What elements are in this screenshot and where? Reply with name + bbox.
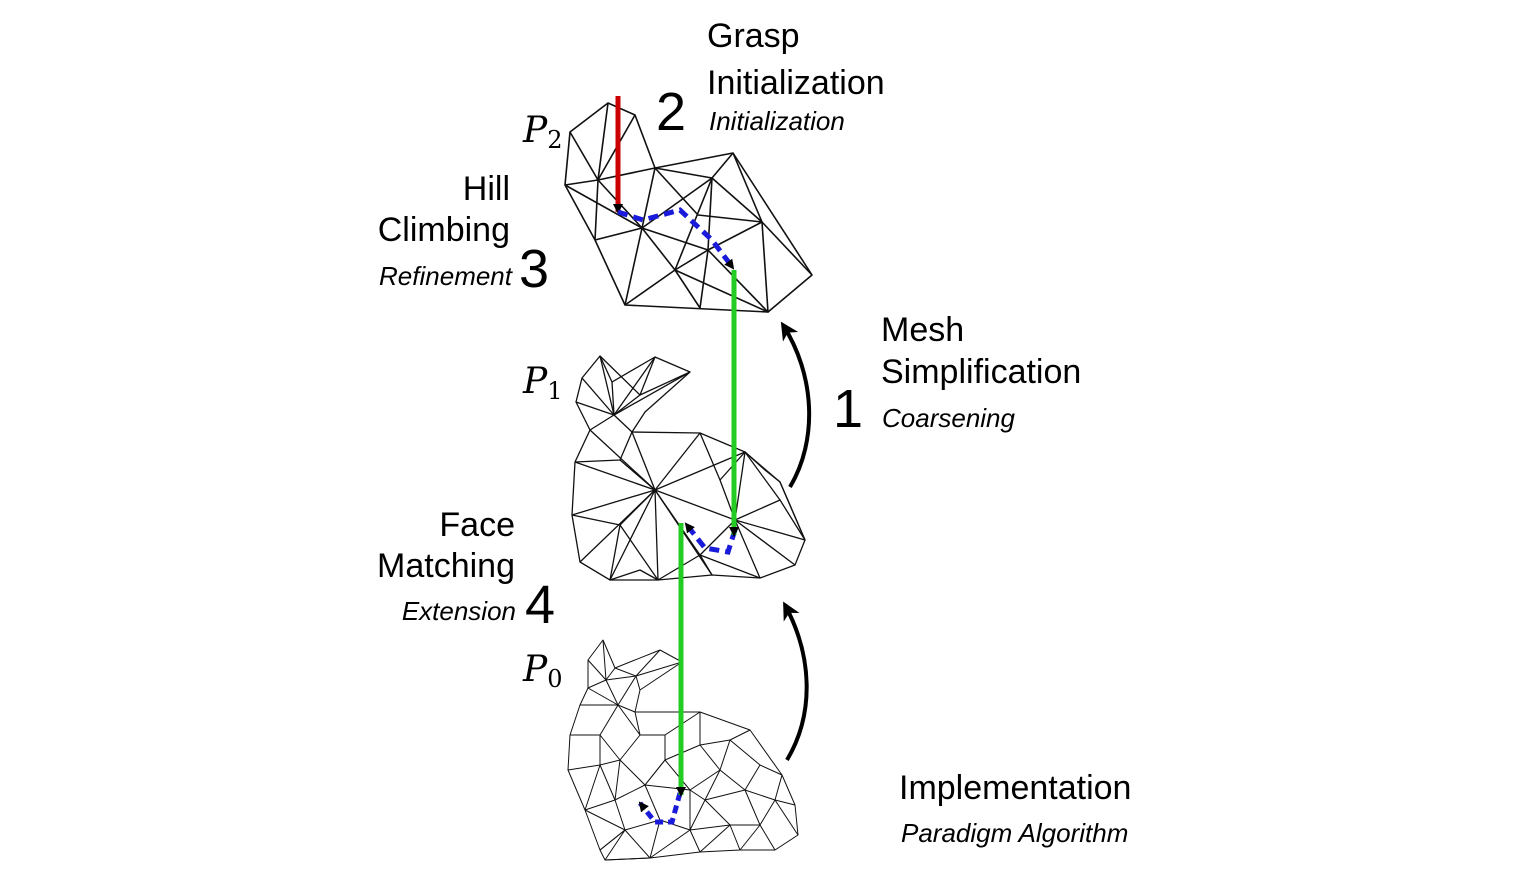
step-number-4: 4 <box>525 575 556 635</box>
hill-title-line1: Hill <box>462 170 510 208</box>
hill-climb-path-p2 <box>617 207 735 270</box>
face-title-line1: Face <box>439 506 515 544</box>
grasp-title-line1: Grasp <box>707 17 800 55</box>
mesh-title-line1: Mesh <box>881 311 965 349</box>
face-subtitle: Extension <box>401 596 516 626</box>
coarsening-arrow-lower <box>783 601 809 762</box>
medium-mesh-p1 <box>571 355 806 581</box>
hill-climb-path-p1 <box>684 522 738 555</box>
grasp-subtitle: Initialization <box>709 106 845 136</box>
step-number-3: 3 <box>519 239 550 299</box>
level-label-p2: P2 <box>523 110 563 155</box>
step-number-1: 1 <box>833 379 864 439</box>
implementation-subtitle: Paradigm Algorithm <box>901 818 1129 848</box>
coarse-mesh-p2 <box>564 102 813 313</box>
grasp-title-line2: Initialization <box>707 64 885 102</box>
level-label-p0: P0 <box>523 649 563 694</box>
mesh-subtitle: Coarsening <box>882 403 1015 433</box>
coarsening-arrow-upper <box>780 321 812 489</box>
mesh-title-line2: Simplification <box>881 353 1082 391</box>
face-title-line2: Matching <box>377 547 515 585</box>
hill-subtitle: Refinement <box>379 261 512 291</box>
level-label-p1: P1 <box>523 361 563 406</box>
step-number-2: 2 <box>656 82 687 142</box>
hill-climb-path-p0 <box>638 792 683 825</box>
implementation-title: Implementation <box>899 769 1132 807</box>
hill-title-line2: Climbing <box>377 211 510 249</box>
